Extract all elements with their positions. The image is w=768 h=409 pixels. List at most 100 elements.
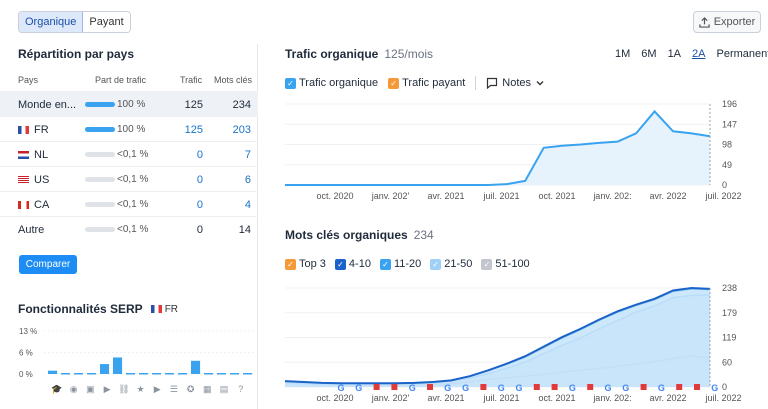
google-update-icon[interactable]: G — [409, 383, 416, 393]
y-tick-label: 119 — [722, 333, 736, 343]
country-label: NL — [34, 149, 49, 161]
link-icon: ⛓ — [118, 384, 129, 394]
legend-organic[interactable]: ✓ Trafic organique — [285, 77, 378, 89]
graduation-icon: 🎓 — [51, 384, 62, 394]
award-icon: ✪ — [187, 384, 195, 394]
organic-paid-toggle: Organique Payant — [18, 11, 131, 33]
table-row[interactable]: US <0,1 % 0 6 — [0, 166, 258, 191]
note-flag-icon[interactable] — [676, 384, 683, 390]
keywords-title: Mots clés organiques — [285, 228, 408, 242]
range-2a[interactable]: 2A — [692, 48, 706, 60]
table-row[interactable]: Monde en... 100 % 125 234 — [0, 91, 258, 116]
keywords-chart: 238 179 119 60 0 oct. 2020 janv. 202' avr. 2021… — [284, 283, 742, 403]
y-tick-label: 179 — [722, 308, 737, 318]
keywords-cell[interactable]: 7 — [244, 149, 251, 161]
share-label: 100 % — [117, 99, 146, 110]
range-1m[interactable]: 1M — [615, 48, 631, 60]
serp-bar[interactable] — [61, 373, 71, 375]
serp-bar[interactable] — [243, 373, 253, 375]
traffic-cell[interactable]: 0 — [196, 149, 203, 161]
google-update-icon[interactable]: G — [444, 383, 451, 393]
table-row[interactable]: NL <0,1 % 0 7 — [0, 141, 258, 166]
video-icon: ▶ — [104, 384, 111, 394]
google-update-icon[interactable]: G — [604, 383, 611, 393]
keywords-cell[interactable]: 203 — [232, 124, 251, 136]
header-traffic: Trafic — [180, 75, 203, 85]
serp-bar[interactable] — [48, 370, 58, 374]
table-row[interactable]: Autre <0,1 % 0 14 — [0, 216, 258, 241]
x-tick-label: avr. 2021 — [427, 191, 464, 201]
google-update-icon[interactable]: G — [462, 383, 469, 393]
note-flag-icon[interactable] — [373, 384, 380, 390]
traffic-cell[interactable]: 125 — [184, 124, 203, 136]
serp-bar[interactable] — [191, 360, 201, 374]
serp-bar[interactable] — [139, 373, 149, 375]
table-row[interactable]: CA <0,1 % 0 4 — [0, 191, 258, 216]
note-flag-icon[interactable] — [427, 384, 433, 390]
google-update-icon[interactable]: G — [622, 383, 629, 393]
serp-country[interactable]: FR — [150, 304, 178, 315]
serp-bar[interactable] — [204, 373, 214, 375]
share-label: 100 % — [117, 124, 146, 135]
share-label: <0,1 % — [117, 224, 149, 235]
legend-kw-11-20[interactable]: ✓ 11-20 — [379, 258, 421, 270]
range-permanent[interactable]: Permanent — [716, 48, 768, 60]
keywords-cell[interactable]: 4 — [244, 199, 251, 211]
notes-dropdown[interactable]: Notes — [486, 77, 545, 89]
google-update-icon[interactable]: G — [569, 383, 576, 393]
note-flag-icon[interactable] — [533, 384, 540, 390]
traffic-cell[interactable]: 0 — [196, 199, 203, 211]
export-icon — [699, 16, 710, 28]
google-update-icon[interactable]: G — [498, 383, 505, 393]
paid-toggle-button[interactable]: Payant — [83, 12, 130, 32]
serp-bar[interactable] — [87, 373, 97, 375]
legend-kw-21-50[interactable]: ✓ 21-50 — [430, 258, 472, 270]
google-update-icon[interactable]: G — [658, 383, 665, 393]
note-flag-icon[interactable] — [694, 384, 700, 390]
keywords-cell[interactable]: 6 — [244, 174, 251, 186]
traffic-cell: 0 — [196, 224, 203, 236]
y-tick-label: 0 — [722, 382, 727, 392]
range-1a[interactable]: 1A — [667, 48, 682, 60]
serp-bar[interactable] — [217, 373, 227, 375]
serp-bar[interactable] — [165, 373, 175, 375]
export-button[interactable]: Exporter — [693, 11, 761, 33]
google-update-icon[interactable]: G — [515, 383, 522, 393]
x-tick-label: oct. 2020 — [316, 393, 353, 403]
google-update-icon[interactable]: G — [337, 383, 344, 393]
note-flag-icon[interactable] — [551, 384, 558, 390]
compare-button[interactable]: Comparer — [19, 255, 77, 274]
range-6m[interactable]: 6M — [641, 48, 657, 60]
checkbox-paid-icon: ✓ — [388, 77, 400, 89]
x-tick-label: avr. 2022 — [649, 393, 686, 403]
legend-kw-top-3[interactable]: ✓ Top 3 — [285, 258, 326, 270]
right-panel: Trafic organique 125/mois 1M 6M 1A 2A Perman… — [258, 44, 768, 409]
serp-bar[interactable] — [113, 357, 123, 374]
serp-bar[interactable] — [126, 373, 136, 375]
serp-bar[interactable] — [152, 373, 162, 375]
country-cell: NL — [18, 149, 48, 161]
note-flag-icon[interactable] — [640, 384, 647, 390]
legend-kw-4-10[interactable]: ✓ 4-10 — [334, 258, 371, 270]
legend-paid[interactable]: ✓ Trafic payant — [388, 77, 465, 89]
legend-kw-label: 51-100 — [495, 258, 530, 270]
keywords-cell: 14 — [238, 224, 251, 236]
x-tick-label: oct. 2021 — [538, 393, 575, 403]
country-cell: CA — [18, 199, 49, 211]
serp-bar[interactable] — [230, 373, 240, 375]
legend-kw-51-100[interactable]: ✓ 51-100 — [481, 258, 530, 270]
note-flag-icon[interactable] — [391, 384, 398, 390]
traffic-cell[interactable]: 0 — [196, 174, 203, 186]
google-update-icon[interactable]: G — [355, 383, 362, 393]
note-flag-icon[interactable] — [587, 384, 594, 390]
note-flag-icon[interactable] — [480, 384, 487, 390]
traffic-legend: ✓ Trafic organique ✓ Trafic payant Notes — [285, 76, 545, 90]
table-row[interactable]: FR 100 % 125 203 — [0, 116, 258, 141]
legend-organic-label: Trafic organique — [299, 77, 379, 89]
google-update-icon[interactable]: G — [711, 383, 718, 393]
organic-toggle-button[interactable]: Organique — [19, 12, 84, 32]
serp-bar[interactable] — [100, 364, 110, 374]
serp-bar[interactable] — [178, 373, 188, 375]
serp-bar[interactable] — [74, 373, 84, 375]
serp-y-tick: 0 % — [19, 370, 33, 379]
